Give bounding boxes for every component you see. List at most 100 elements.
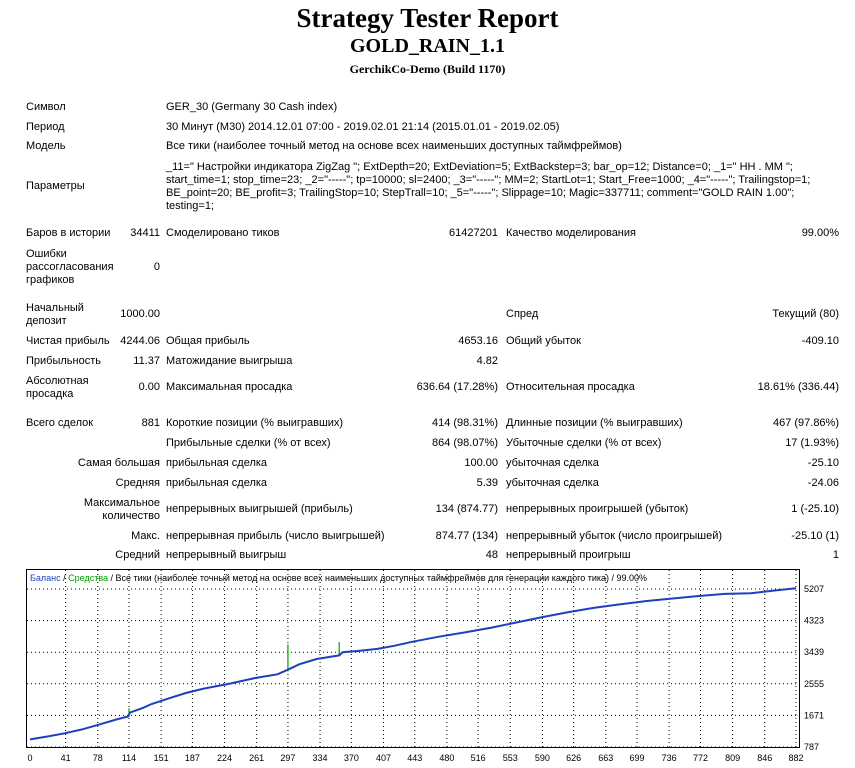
legend-equity: Средства xyxy=(68,573,108,583)
gross-profit-value: 4653.16 xyxy=(458,335,498,347)
ticks-label: Смоделировано тиков xyxy=(166,227,280,239)
x-tick-label: 516 xyxy=(471,753,486,763)
largest-loss-label: убыточная сделка xyxy=(506,457,599,469)
long-positions-label: Длинные позиции (% выигравших) xyxy=(506,417,683,429)
period-label: Период xyxy=(26,121,65,133)
short-positions-value: 414 (98.31%) xyxy=(431,417,498,429)
x-tick-label: 334 xyxy=(313,753,328,763)
x-tick-label: 297 xyxy=(280,753,295,763)
profit-factor-value: 11.37 xyxy=(133,355,160,367)
average-profit-label: прибыльная сделка xyxy=(166,477,268,489)
x-tick-label: 772 xyxy=(693,753,708,763)
x-tick-label: 590 xyxy=(535,753,550,763)
abs-drawdown-value: 0.00 xyxy=(138,381,160,393)
short-positions-label: Короткие позиции (% выигравших) xyxy=(166,417,344,429)
net-profit-label: Чистая прибыль xyxy=(26,335,110,347)
loss-trades-value: 17 (1.93%) xyxy=(785,437,839,449)
balance-series-line xyxy=(29,587,797,741)
max-consec-profit-label: непрерывная прибыль (число выигрышей) xyxy=(166,530,385,542)
x-tick-label: 882 xyxy=(788,753,803,763)
bars-label: Баров в истории xyxy=(26,227,111,239)
deposit-value: 1000.00 xyxy=(120,308,160,320)
gross-loss-label: Общий убыток xyxy=(506,335,581,347)
x-tick-label: 663 xyxy=(598,753,613,763)
x-tick-label: 224 xyxy=(217,753,232,763)
y-tick-label: 4323 xyxy=(804,616,824,626)
rel-drawdown-label: Относительная просадка xyxy=(506,381,635,393)
average-loss-label: убыточная сделка xyxy=(506,477,599,489)
x-tick-label: 370 xyxy=(344,753,359,763)
deposit-label: Начальный депозит xyxy=(26,302,84,327)
average-label: Средняя xyxy=(115,477,160,489)
avg-consec-wins-value: 48 xyxy=(485,549,498,561)
balance-chart: 787 1671 2555 3439 4323 5207 0 41 78 114 151 187 22… xyxy=(26,569,824,763)
max-consec-wins-label: непрерывных выигрышей (прибыль) xyxy=(166,503,353,515)
loss-trades-label: Убыточные сделки (% от всех) xyxy=(506,437,662,449)
max-drawdown-label: Максимальная просадка xyxy=(166,381,293,393)
report-title: Strategy Tester Report xyxy=(296,3,559,33)
abs-drawdown-label: Абсолютная просадка xyxy=(26,375,89,400)
legend-separator: / xyxy=(61,573,69,583)
avg-label: Средний xyxy=(115,549,160,561)
total-trades-value: 881 xyxy=(141,417,160,429)
x-tick-label: 0 xyxy=(27,753,32,763)
max-consec-profit-value: 874.77 (134) xyxy=(435,530,498,542)
max-consec-loss-value: -25.10 (1) xyxy=(791,530,839,542)
chart-legend: Баланс / Средства / Все тики (наиболее т… xyxy=(30,573,647,583)
symbol-label: Символ xyxy=(26,101,66,113)
x-tick-label: 407 xyxy=(376,753,391,763)
largest-label: Самая большая xyxy=(77,457,160,469)
ticks-value: 61427201 xyxy=(449,227,498,239)
quality-value: 99.00% xyxy=(801,227,839,239)
x-tick-label: 187 xyxy=(185,753,200,763)
params-label: Параметры xyxy=(26,180,85,192)
net-profit-value: 4244.06 xyxy=(120,335,160,347)
quality-label: Качество моделирования xyxy=(506,227,636,239)
x-tick-label: 809 xyxy=(725,753,740,763)
x-tick-label: 699 xyxy=(630,753,645,763)
long-positions-value: 467 (97.86%) xyxy=(772,417,839,429)
max-consec-losses-value: 1 (-25.10) xyxy=(791,503,839,515)
expert-name: GOLD_RAIN_1.1 xyxy=(349,35,505,57)
chart-plot-frame xyxy=(26,569,800,748)
max-consec-wins-value: 134 (874.77) xyxy=(435,503,498,515)
x-tick-label: 626 xyxy=(566,753,581,763)
x-tick-label: 261 xyxy=(249,753,264,763)
x-tick-label: 114 xyxy=(122,753,136,763)
x-tick-label: 41 xyxy=(61,753,71,763)
largest-loss-value: -25.10 xyxy=(807,457,839,469)
expected-payoff-value: 4.82 xyxy=(476,355,498,367)
max-label: Макс. xyxy=(131,530,160,542)
params-value: _11=" Настройки индикатора ZigZag "; Ext… xyxy=(166,161,811,212)
avg-consec-losses-label: непрерывный проигрыш xyxy=(506,549,631,561)
gross-loss-value: -409.10 xyxy=(801,335,839,347)
largest-profit-label: прибыльная сделка xyxy=(166,457,268,469)
y-tick-label: 3439 xyxy=(804,647,824,657)
model-label: Модель xyxy=(26,140,66,152)
model-value: Все тики (наиболее точный метод на основ… xyxy=(166,140,622,152)
spread-value: Текущий (80) xyxy=(772,308,839,320)
average-profit-value: 5.39 xyxy=(476,477,498,489)
total-trades-label: Всего сделок xyxy=(26,417,94,429)
legend-description: / Все тики (наиболее точный метод на осн… xyxy=(108,573,647,583)
x-tick-label: 736 xyxy=(662,753,677,763)
profit-trades-value: 864 (98.07%) xyxy=(431,437,498,449)
average-loss-value: -24.06 xyxy=(807,477,839,489)
avg-consec-losses-value: 1 xyxy=(832,549,839,561)
symbol-value: GER_30 (Germany 30 Cash index) xyxy=(166,101,338,113)
y-tick-label: 1671 xyxy=(804,710,824,720)
errors-value: 0 xyxy=(153,261,160,273)
x-tick-label: 151 xyxy=(154,753,169,763)
profit-trades-label: Прибыльные сделки (% от всех) xyxy=(166,437,331,449)
server-build: GerchikCo-Demo (Build 1170) xyxy=(349,62,506,76)
x-tick-label: 846 xyxy=(757,753,772,763)
bars-value: 34411 xyxy=(130,227,160,239)
max-consec-loss-label: непрерывный убыток (число проигрышей) xyxy=(506,530,723,542)
y-tick-label: 5207 xyxy=(804,584,824,594)
max-count-label: Максимальное количество xyxy=(83,497,160,522)
x-tick-label: 78 xyxy=(93,753,103,763)
max-drawdown-value: 636.64 (17.28%) xyxy=(416,381,498,393)
x-tick-label: 443 xyxy=(407,753,422,763)
x-tick-label: 553 xyxy=(503,753,518,763)
legend-balance: Баланс xyxy=(30,573,61,583)
